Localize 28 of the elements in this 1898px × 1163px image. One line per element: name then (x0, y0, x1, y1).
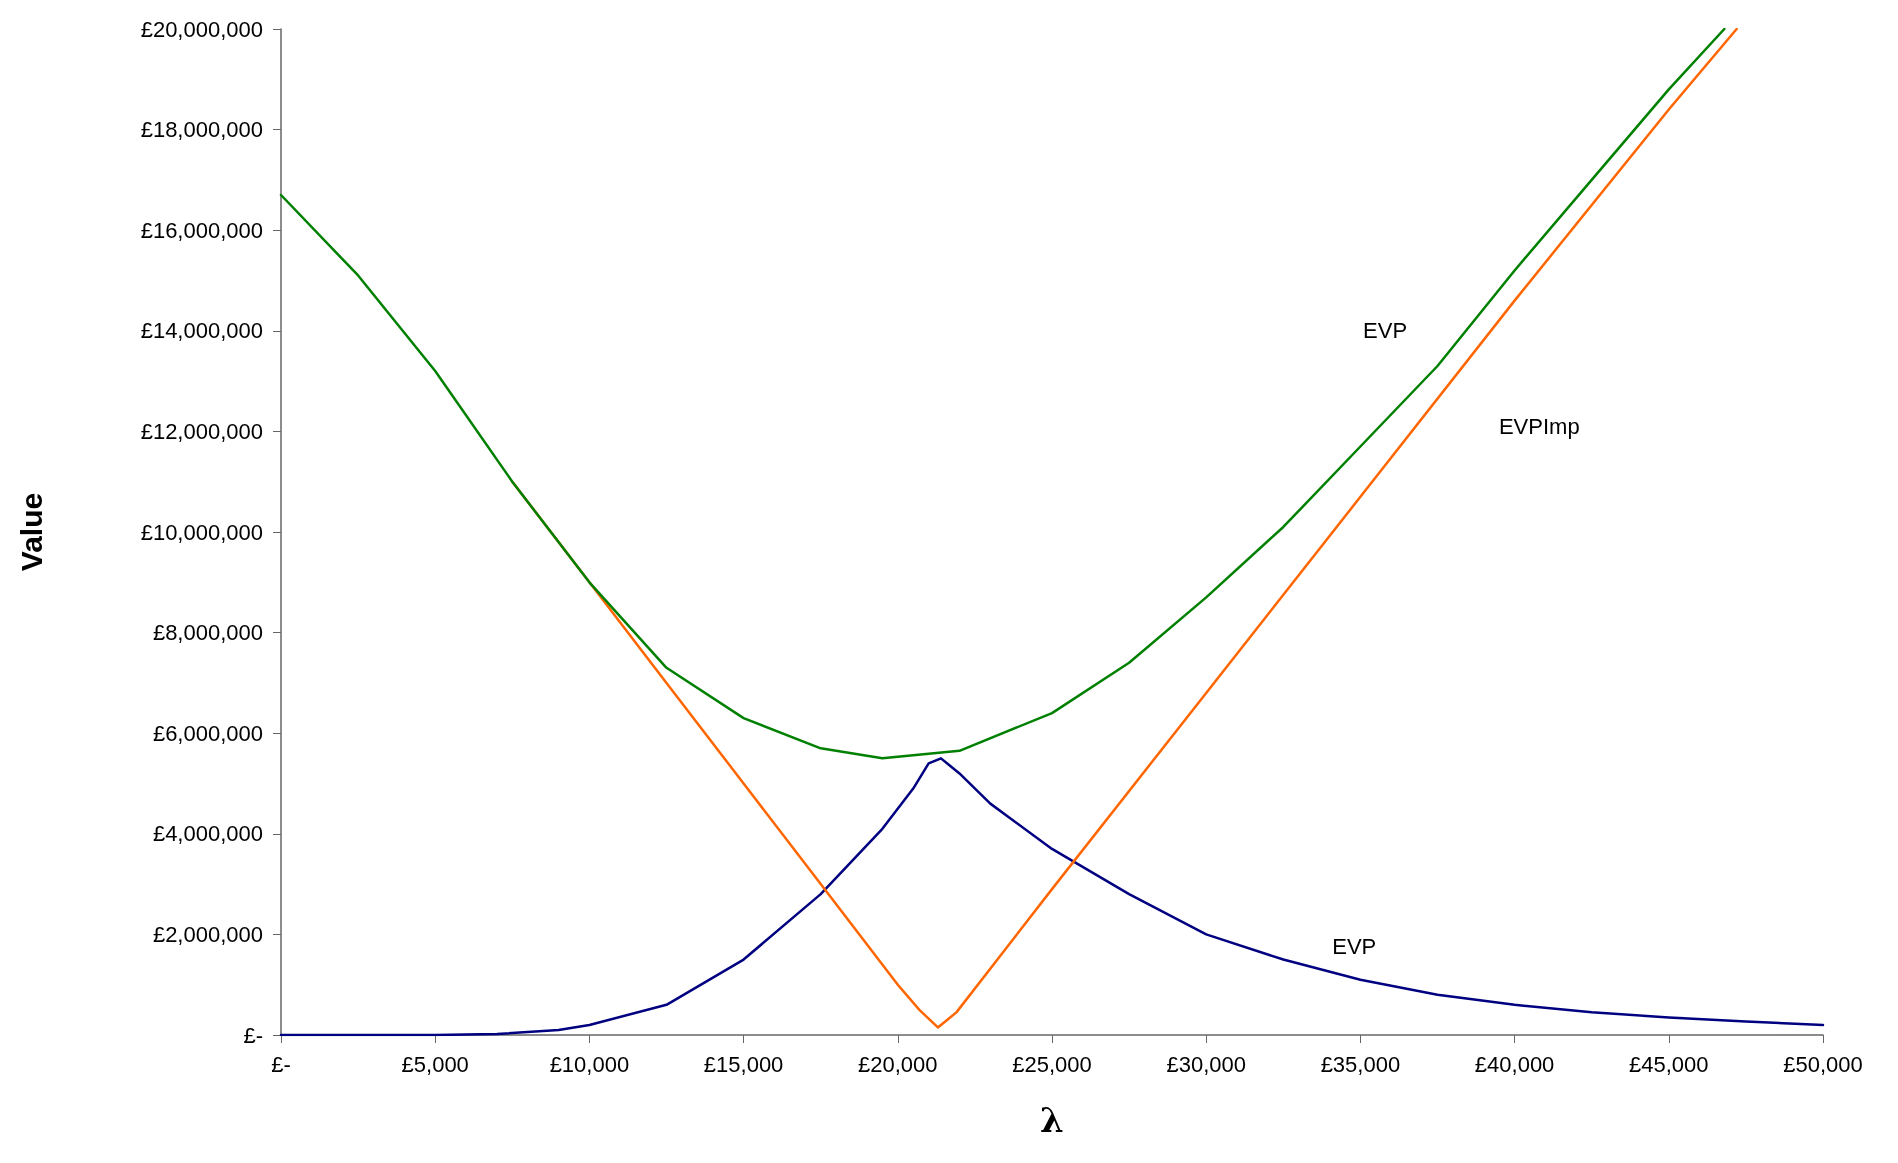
y-tick-label: £14,000,000 (140, 318, 263, 344)
y-tick-label: £10,000,000 (140, 519, 263, 545)
line-series (279, 27, 1726, 760)
x-axis-title: λ (1040, 1100, 1064, 1140)
y-tick-label: £16,000,000 (140, 217, 263, 243)
x-tick-label: £- (271, 1051, 291, 1077)
x-tick-label: £25,000 (1012, 1051, 1092, 1077)
x-tick-label: £30,000 (1166, 1051, 1246, 1077)
x-tick-label: £45,000 (1629, 1051, 1709, 1077)
y-tick-label: £2,000,000 (152, 921, 263, 947)
x-tick-label: £35,000 (1320, 1051, 1401, 1077)
series-label: EVP (1332, 934, 1377, 960)
x-tick-label: £20,000 (858, 1051, 938, 1077)
x-tick-label: £15,000 (703, 1051, 784, 1077)
text: EVPImp (1498, 413, 1580, 439)
y-tick-label: £6,000,000 (152, 720, 263, 746)
y-tick-label: £- (243, 1022, 263, 1048)
x-tick-label: £10,000 (549, 1051, 630, 1077)
y-tick-label: £18,000,000 (140, 117, 263, 143)
x-tick-label: £40,000 (1474, 1051, 1555, 1077)
y-axis-title: Value (14, 492, 48, 572)
y-tick-label: £12,000,000 (140, 418, 263, 444)
y-tick-label: £4,000,000 (152, 821, 263, 847)
x-tick-label: £50,000 (1783, 1051, 1863, 1077)
y-tick-label: £8,000,000 (152, 620, 263, 646)
x-tick-label: £5,000 (401, 1051, 469, 1077)
y-tick-label: £20,000,000 (140, 16, 263, 42)
series-label: EVP (1363, 318, 1408, 344)
